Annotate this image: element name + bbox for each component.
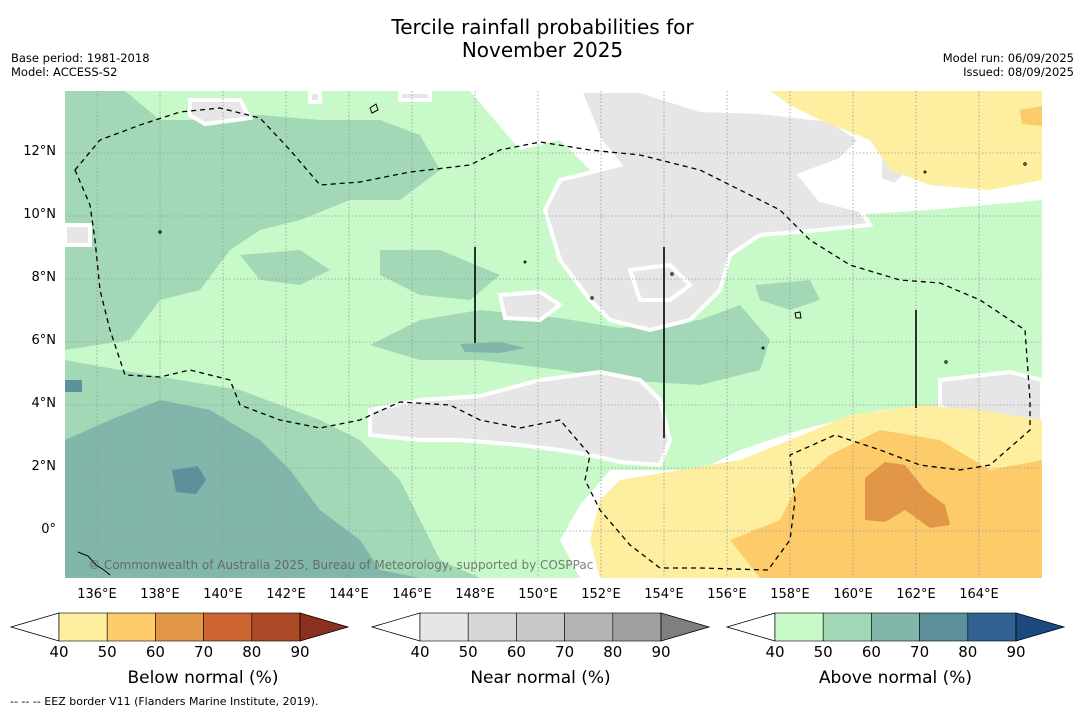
colorbar-tick: 80 bbox=[958, 643, 978, 661]
colorbar-tick: 70 bbox=[194, 643, 214, 661]
colorbar-swatch bbox=[516, 612, 565, 642]
copyright-notice: © Commonwealth of Australia 2025, Bureau… bbox=[88, 558, 594, 572]
colorbar-swatch bbox=[871, 612, 920, 642]
colorbar-swatch bbox=[564, 612, 614, 642]
above-normal-60-region bbox=[65, 342, 525, 578]
longitude-tick-label: 164°E bbox=[959, 587, 999, 602]
colorbar-2 bbox=[725, 612, 1066, 642]
below-normal-60-region bbox=[865, 462, 950, 528]
map-title-line1: Tercile rainfall probabilities for bbox=[391, 15, 694, 39]
below-normal-50-region bbox=[730, 106, 1042, 578]
latitude-tick-label: 8°N bbox=[31, 270, 57, 285]
model-run-text: Model run: 06/09/2025 bbox=[942, 51, 1074, 65]
above-normal-label: Above normal (%) bbox=[818, 668, 973, 688]
islands bbox=[77, 103, 1027, 576]
colorbar-tick: 70 bbox=[555, 643, 575, 661]
colorbar-extend-low bbox=[725, 612, 776, 642]
colorbar-extend-low bbox=[370, 612, 421, 642]
latitude-tick-label: 4°N bbox=[31, 396, 57, 411]
colorbar-0 bbox=[9, 612, 350, 642]
latitude-tick-label: 12°N bbox=[23, 144, 56, 159]
latitude-tick-label: 2°N bbox=[31, 459, 57, 474]
colorbar-tick: 60 bbox=[861, 643, 881, 661]
longitude-tick-label: 138°E bbox=[140, 587, 180, 602]
colorbar-tick: 50 bbox=[813, 643, 833, 661]
colorbar-tick: 70 bbox=[910, 643, 930, 661]
longitude-tick-label: 162°E bbox=[896, 587, 936, 602]
model-text: Model: ACCESS-S2 bbox=[11, 65, 118, 79]
longitude-tick-label: 144°E bbox=[329, 587, 369, 602]
longitude-tick-label: 154°E bbox=[644, 587, 684, 602]
longitude-tick-label: 150°E bbox=[518, 587, 558, 602]
colorbar-swatch bbox=[467, 612, 517, 642]
longitude-tick-label: 148°E bbox=[455, 587, 495, 602]
longitude-tick-label: 140°E bbox=[203, 587, 243, 602]
colorbar-extend-high bbox=[1015, 612, 1066, 642]
colorbar-swatch bbox=[58, 612, 108, 642]
colorbar-tick: 40 bbox=[765, 643, 785, 661]
map-title-line2: November 2025 bbox=[461, 38, 624, 62]
colorbar-swatch bbox=[919, 612, 969, 642]
map-plot-area bbox=[65, 91, 1042, 578]
colorbar-swatch bbox=[967, 612, 1017, 642]
colorbar-tick: 90 bbox=[290, 643, 310, 661]
longitude-tick-label: 136°E bbox=[77, 587, 117, 602]
colorbar-tick: 60 bbox=[145, 643, 165, 661]
colorbar-tick: 80 bbox=[603, 643, 623, 661]
colorbar-swatch bbox=[203, 612, 253, 642]
longitude-tick-label: 158°E bbox=[770, 587, 810, 602]
colorbar-swatch bbox=[612, 612, 662, 642]
eez-segments bbox=[474, 247, 917, 438]
longitude-tick-label: 156°E bbox=[707, 587, 747, 602]
colorbar-tick: 90 bbox=[1006, 643, 1026, 661]
above-normal-70-region bbox=[65, 380, 206, 494]
colorbar-extend-high bbox=[660, 612, 711, 642]
colorbar-swatch bbox=[251, 612, 301, 642]
issued-text: Issued: 08/09/2025 bbox=[963, 65, 1074, 79]
longitude-tick-label: 142°E bbox=[266, 587, 306, 602]
colorbar-1 bbox=[370, 612, 711, 642]
colorbars bbox=[9, 612, 1066, 642]
colorbar-swatch bbox=[822, 612, 872, 642]
near-normal-label: Near normal (%) bbox=[470, 668, 611, 688]
eez-footnote: -- -- -- EEZ border V11 (Flanders Marine… bbox=[10, 695, 319, 708]
colorbar-swatch bbox=[155, 612, 204, 642]
colorbar-tick: 50 bbox=[97, 643, 117, 661]
colorbar-swatch bbox=[106, 612, 156, 642]
colorbar-tick: 60 bbox=[506, 643, 526, 661]
colorbar-extend-high bbox=[299, 612, 350, 642]
colorbar-swatch bbox=[774, 612, 824, 642]
colorbar-swatch bbox=[419, 612, 469, 642]
colorbar-tick: 40 bbox=[49, 643, 69, 661]
base-period-text: Base period: 1981-2018 bbox=[11, 51, 150, 65]
below-normal-label: Below normal (%) bbox=[127, 668, 279, 688]
colorbar-tick: 90 bbox=[651, 643, 671, 661]
latitude-tick-label: 6°N bbox=[31, 333, 57, 348]
colorbar-tick: 80 bbox=[242, 643, 262, 661]
longitude-tick-label: 160°E bbox=[833, 587, 873, 602]
colorbar-tick: 50 bbox=[458, 643, 478, 661]
colorbar-extend-low bbox=[9, 612, 60, 642]
eez-border bbox=[74, 107, 1031, 571]
longitude-tick-label: 146°E bbox=[392, 587, 432, 602]
longitude-tick-label: 152°E bbox=[581, 587, 621, 602]
latitude-tick-label: 0° bbox=[41, 522, 56, 537]
colorbar-tick: 40 bbox=[410, 643, 430, 661]
latitude-tick-label: 10°N bbox=[23, 207, 56, 222]
